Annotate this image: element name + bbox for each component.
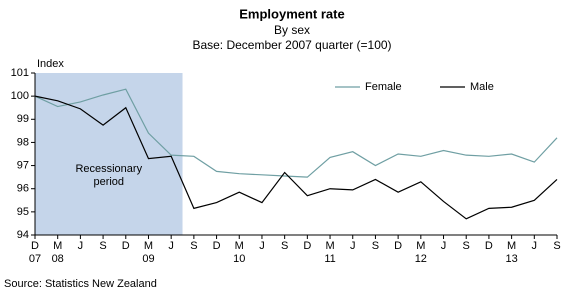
y-tick-label: 101 [11,67,29,79]
x-tick-label: J [168,240,174,252]
y-tick-label: 96 [17,183,29,195]
x-year-label: 12 [415,253,427,265]
x-year-label: 13 [505,253,517,265]
y-axis-label: Index [37,58,64,70]
y-tick-label: 94 [17,229,29,241]
x-year-label: 08 [52,253,64,265]
x-tick-label: D [485,240,493,252]
series-line [34,95,558,220]
x-tick-label: M [235,240,244,252]
recession-label: period [93,176,124,188]
recession-shade [35,73,183,235]
chart-title: Employment rate [239,6,344,21]
x-tick-label: S [553,240,560,252]
base-note: Base: December 2007 quarter (=100) [192,38,391,52]
x-tick-label: S [281,240,288,252]
x-tick-label: M [507,240,516,252]
x-tick-label: D [122,240,130,252]
x-year-label: 10 [233,253,245,265]
x-year-label: 09 [142,253,154,265]
y-tick-label: 98 [17,136,29,148]
x-tick-label: S [372,240,379,252]
x-tick-label: J [259,240,265,252]
x-tick-label: M [144,240,153,252]
y-tick-label: 99 [17,113,29,125]
x-tick-label: M [416,240,425,252]
x-tick-label: J [350,240,356,252]
series-line [34,88,558,178]
x-tick-label: D [303,240,311,252]
x-tick-label: D [394,240,402,252]
source: Source: Statistics New Zealand [4,278,157,290]
x-tick-label: S [99,240,106,252]
y-tick-label: 97 [17,159,29,171]
x-year-label: 07 [29,253,41,265]
recession-label: Recessionary [75,163,142,175]
x-tick-label: J [441,240,447,252]
y-tick-label: 100 [11,90,29,102]
x-tick-label: J [532,240,538,252]
x-tick-label: D [31,240,39,252]
chart-subtitle: By sex [274,23,310,37]
x-tick-label: M [325,240,334,252]
x-tick-label: D [213,240,221,252]
x-tick-label: M [53,240,62,252]
x-year-label: 11 [324,253,335,265]
x-tick-label: J [78,240,84,252]
x-tick-label: S [463,240,470,252]
y-tick-label: 95 [17,206,29,218]
legend-label: Male [470,81,494,93]
legend-label: Female [365,81,402,93]
x-tick-label: S [190,240,197,252]
